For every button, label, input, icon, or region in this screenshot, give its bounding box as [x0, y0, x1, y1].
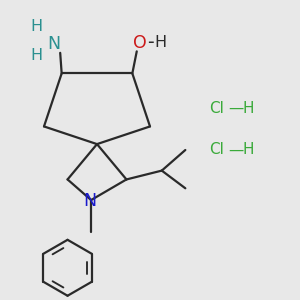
Text: —: — [228, 142, 243, 158]
Text: -: - [147, 33, 153, 52]
Text: H: H [154, 35, 167, 50]
Text: —: — [228, 101, 243, 116]
Text: N: N [83, 192, 96, 210]
Text: O: O [133, 34, 147, 52]
Text: H: H [243, 142, 254, 158]
Text: Cl: Cl [209, 101, 224, 116]
Text: H: H [31, 48, 43, 63]
Text: H: H [243, 101, 254, 116]
Text: H: H [31, 19, 43, 34]
Text: Cl: Cl [209, 142, 224, 158]
Text: N: N [48, 35, 61, 53]
